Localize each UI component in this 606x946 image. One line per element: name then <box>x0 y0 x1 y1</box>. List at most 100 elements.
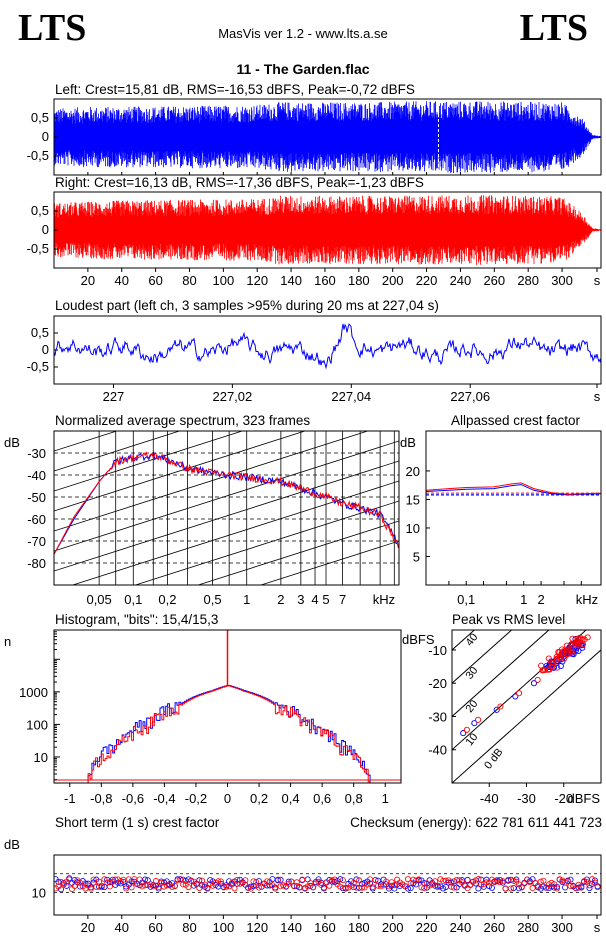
short-term-crest-chart: Short term (1 s) crest factor Checksum (e… <box>4 815 602 935</box>
short-term-crest-right-point <box>537 878 544 885</box>
loudest-part-title: Loudest part (left ch, 3 samples >95% du… <box>55 298 439 313</box>
right-waveform-xtick: 140 <box>280 273 302 288</box>
short-term-crest-right-point <box>106 883 113 890</box>
short-term-crest-right-point <box>418 884 425 891</box>
short-term-crest-right-point <box>133 880 140 887</box>
short-term-crest-right-point <box>66 876 73 883</box>
histogram-xtick: -0,4 <box>153 791 175 806</box>
short-term-crest-right-point <box>586 882 593 889</box>
short-term-crest-right-point <box>505 876 512 883</box>
left-waveform-chart: Left: Crest=15,81 dB, RMS=-16,53 dBFS, P… <box>27 82 601 175</box>
short-term-crest-right-point <box>96 878 103 885</box>
short-term-crest-right-point <box>320 884 327 891</box>
right-waveform-xtick: 300 <box>551 273 573 288</box>
short-term-crest-right-point <box>112 876 119 883</box>
average-spectrum-ytick: -30 <box>27 446 46 461</box>
short-term-crest-right-point <box>228 880 235 887</box>
short-term-crest-right-point <box>594 884 601 891</box>
short-term-crest-right-point <box>478 881 485 888</box>
short-term-crest-xtick: 120 <box>246 920 268 935</box>
short-term-crest-right-point <box>220 884 227 891</box>
average-spectrum-xtick: 5 <box>322 592 329 607</box>
short-term-crest-title: Short term (1 s) crest factor <box>55 815 220 830</box>
short-term-crest-right-point <box>215 878 222 885</box>
short-term-crest-right-point <box>445 877 452 884</box>
short-term-crest-right-point <box>391 882 398 889</box>
histogram-xtick: 0,2 <box>250 791 268 806</box>
short-term-crest-right-point <box>128 884 135 891</box>
right-waveform-xtick: 240 <box>450 273 472 288</box>
short-term-crest-right-point <box>432 878 439 885</box>
short-term-crest-left-point <box>277 876 284 883</box>
right-waveform-xtick: 200 <box>382 273 404 288</box>
short-term-crest-right-point <box>502 885 509 892</box>
short-term-crest-left-point <box>304 876 311 883</box>
short-term-crest-right-point <box>342 885 349 892</box>
short-term-crest-right-point <box>434 884 441 891</box>
short-term-crest-left-point <box>207 877 214 884</box>
short-term-crest-right-point <box>264 878 271 885</box>
short-term-crest-left-point <box>551 884 558 891</box>
histogram-frame <box>53 629 402 784</box>
short-term-crest-right-point <box>529 885 536 892</box>
peak-vs-rms-xlabel: dBFS <box>567 791 600 806</box>
short-term-crest-right-point <box>171 882 178 889</box>
histogram-xtick: 0 <box>224 791 231 806</box>
short-term-crest-right-point <box>337 883 344 890</box>
short-term-crest-xtick: 280 <box>517 920 539 935</box>
short-term-crest-xtick: 300 <box>551 920 573 935</box>
peak-vs-rms-frame <box>451 629 602 784</box>
short-term-crest-right-point <box>331 876 338 883</box>
histogram-xtick: -0,2 <box>185 791 207 806</box>
peak-vs-rms-right-point <box>548 663 555 670</box>
allpassed-crest-frame <box>425 430 602 586</box>
peak-vs-rms-right-point <box>516 690 523 697</box>
right-waveform-xtick: 100 <box>212 273 234 288</box>
peak-vs-rms-right-point <box>564 650 571 657</box>
short-term-crest-right-point <box>299 876 306 883</box>
short-term-crest-right-point <box>591 879 598 886</box>
short-term-crest-right-point <box>152 878 159 885</box>
peak-vs-rms-crest-label: 40 <box>464 631 481 648</box>
short-term-crest-right-point <box>55 883 62 890</box>
histogram-title: Histogram, "bits": 15,4/15,3 <box>55 612 218 627</box>
peak-vs-rms-right-point <box>475 716 482 723</box>
short-term-crest-right-point <box>199 877 206 884</box>
short-term-crest-right-point <box>231 885 238 892</box>
short-term-crest-left-point <box>247 883 254 890</box>
right-waveform-xtick: 160 <box>314 273 336 288</box>
peak-vs-rms-right-point <box>569 635 576 642</box>
allpassed-crest-ytick: 10 <box>406 521 420 536</box>
short-term-crest-right-point <box>369 883 376 890</box>
short-term-crest-right-point <box>174 877 181 884</box>
peak-vs-rms-xtick: -20 <box>554 791 573 806</box>
short-term-crest-right-point <box>236 880 243 887</box>
loudest-part-frame <box>53 315 602 385</box>
right-waveform-xtick: 60 <box>148 273 162 288</box>
short-term-crest-right-point <box>499 878 506 885</box>
short-term-crest-right-point <box>169 883 176 890</box>
right-waveform-xtick: 180 <box>348 273 370 288</box>
right-waveform-xtick: 260 <box>483 273 505 288</box>
histogram-ytick: 1000 <box>19 685 48 700</box>
peak-vs-rms-ytick: -10 <box>428 643 447 658</box>
short-term-crest-right-point <box>293 879 300 886</box>
average-spectrum-chart: Normalized average spectrum, 323 frames d… <box>4 413 399 607</box>
short-term-crest-right-point <box>161 883 168 890</box>
loudest-part-ytick: -0,5 <box>27 359 49 374</box>
short-term-crest-left-point <box>413 881 420 888</box>
peak-vs-rms-right-point <box>554 664 561 671</box>
short-term-crest-right-point <box>364 881 371 888</box>
loudest-part-xtick: 227,04 <box>331 389 371 404</box>
short-term-crest-xtick: 20 <box>81 920 95 935</box>
short-term-crest-right-point <box>510 877 517 884</box>
short-term-crest-right-point <box>377 883 384 890</box>
short-term-crest-xtick: 260 <box>483 920 505 935</box>
average-spectrum-ytick: -50 <box>27 490 46 505</box>
peak-vs-rms-left-point <box>512 693 519 700</box>
short-term-crest-right-point <box>415 876 422 883</box>
short-term-crest-right-point <box>518 884 525 891</box>
peak-vs-rms-crest-label: 20 <box>464 698 481 715</box>
average-spectrum-xtick: 0,5 <box>204 592 222 607</box>
peak-vs-rms-left-point <box>471 720 478 727</box>
